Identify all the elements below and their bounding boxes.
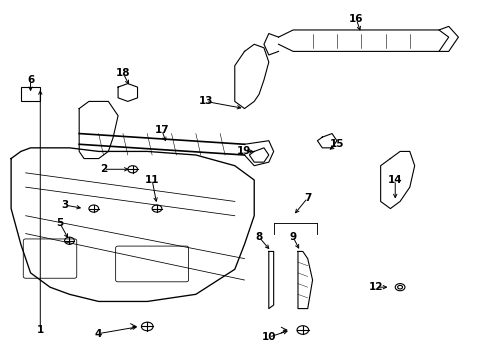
Bar [21, 87, 40, 102]
Text: 12: 12 [368, 282, 382, 292]
Text: 15: 15 [329, 139, 344, 149]
Text: 18: 18 [116, 68, 130, 78]
Text: 8: 8 [255, 232, 262, 242]
Text: 9: 9 [289, 232, 296, 242]
Text: 13: 13 [198, 96, 212, 107]
Text: 4: 4 [95, 329, 102, 339]
Text: 5: 5 [56, 218, 63, 228]
Text: 6: 6 [27, 75, 34, 85]
Text: 7: 7 [304, 193, 311, 203]
Text: 14: 14 [387, 175, 402, 185]
Text: 17: 17 [154, 125, 169, 135]
Text: 11: 11 [144, 175, 159, 185]
Text: 16: 16 [348, 14, 363, 24]
Text: 2: 2 [100, 164, 107, 174]
Text: 19: 19 [237, 147, 251, 157]
Text: 1: 1 [37, 325, 44, 335]
Text: 10: 10 [261, 332, 276, 342]
Text: 3: 3 [61, 200, 68, 210]
